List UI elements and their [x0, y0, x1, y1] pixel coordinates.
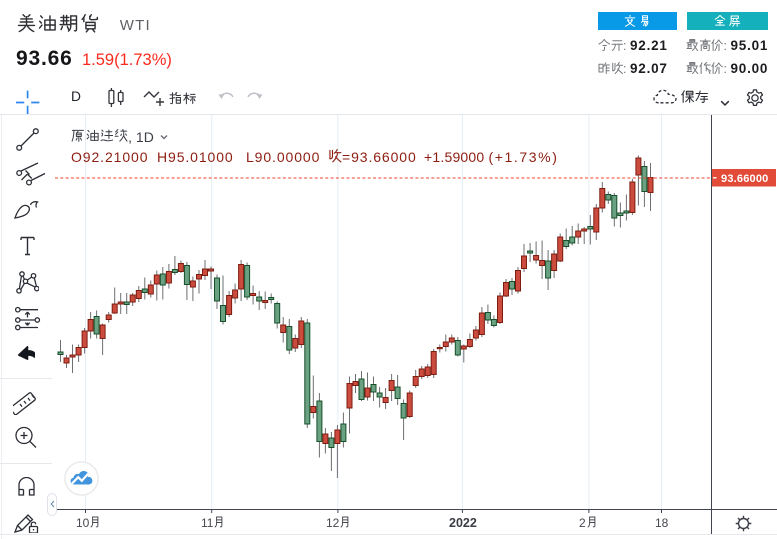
- svg-text:93.66000: 93.66000: [721, 173, 768, 185]
